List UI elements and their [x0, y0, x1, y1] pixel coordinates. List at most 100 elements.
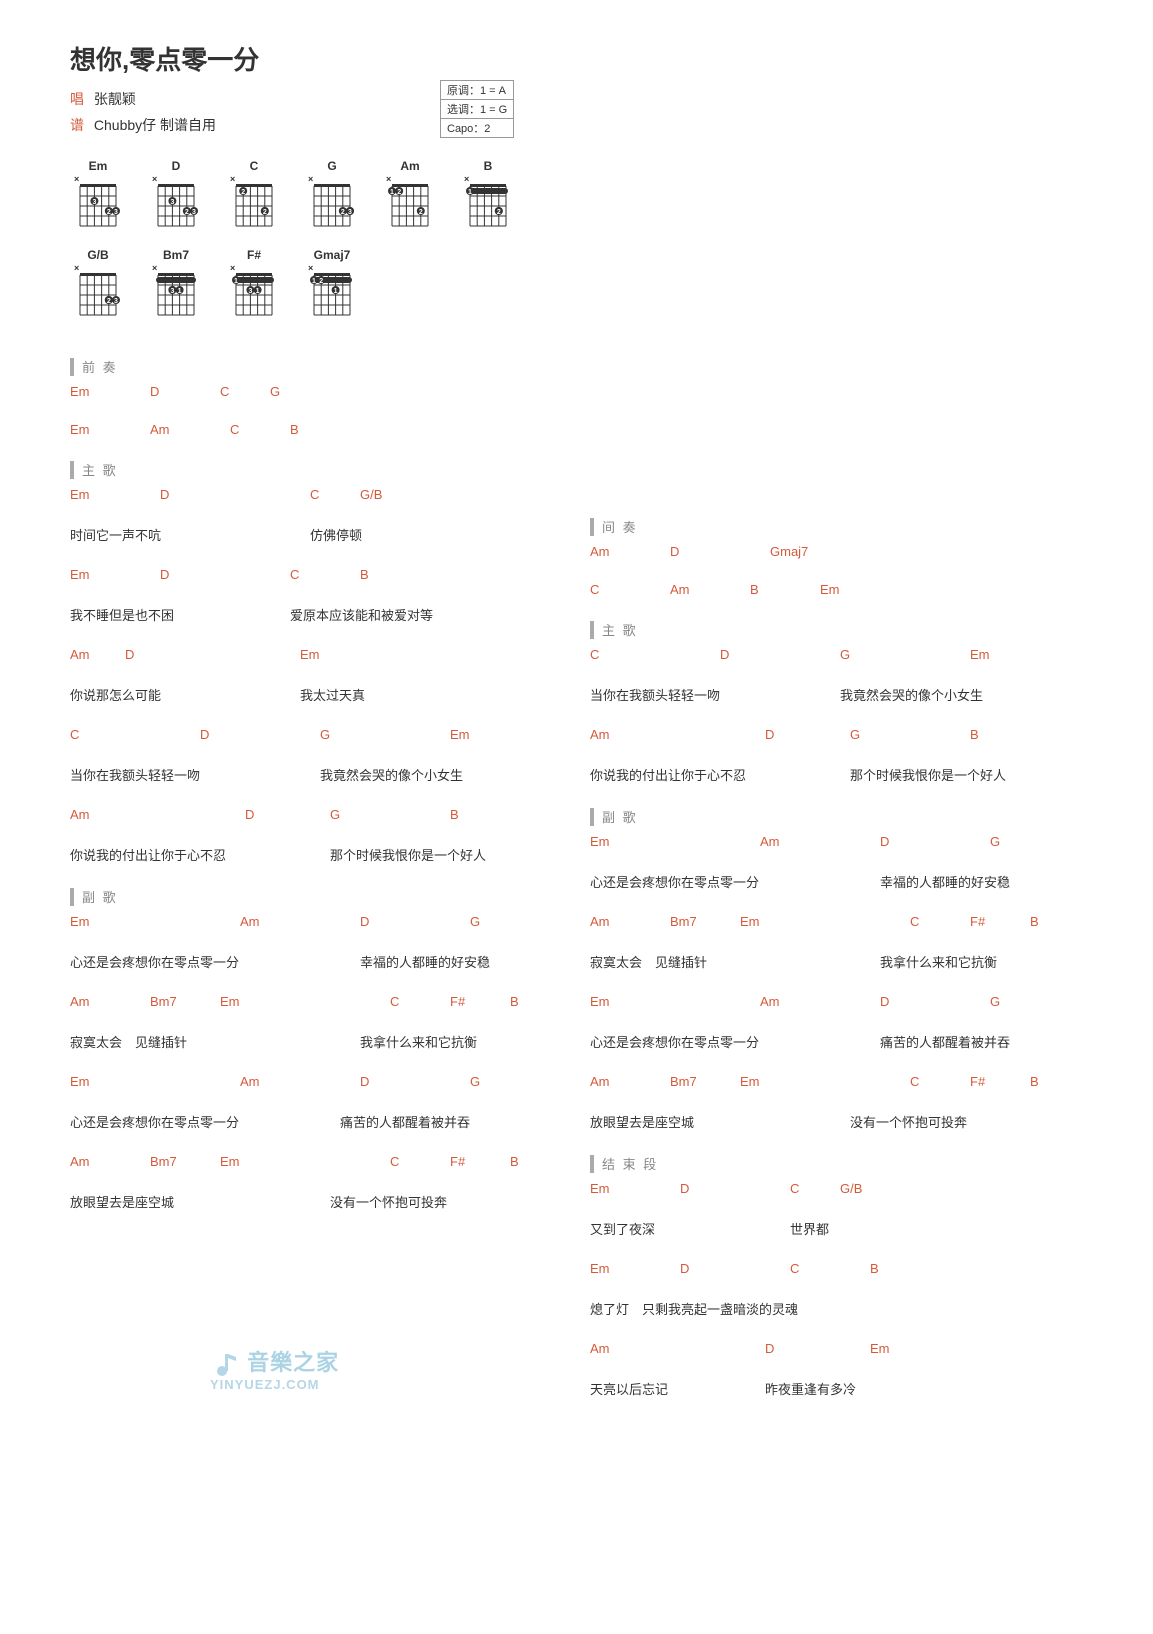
- svg-text:×: ×: [464, 176, 469, 184]
- chord: B: [510, 994, 519, 1009]
- chord: Em: [70, 422, 90, 437]
- lyric-line: 心还是会疼想你在零点零一分痛苦的人都醒着被并吞: [70, 1112, 540, 1132]
- section-header: 副 歌: [590, 807, 1060, 826]
- lyric-fragment: 幸福的人都睡的好安稳: [360, 952, 490, 971]
- section-label: 主 歌: [602, 620, 638, 639]
- chord: Am: [760, 994, 780, 1009]
- chord-line: CDGEm: [590, 647, 1060, 665]
- chord: C: [790, 1261, 799, 1276]
- chord-diagram-bm7: Bm7313×: [148, 248, 204, 323]
- chord: D: [680, 1261, 689, 1276]
- chord: D: [670, 544, 679, 559]
- section-header: 主 歌: [590, 620, 1060, 639]
- lyric-fragment: 时间它一声不吭: [70, 525, 161, 544]
- section-bar: [590, 808, 594, 826]
- svg-text:1: 1: [256, 288, 260, 295]
- lyric-line: 你说我的付出让你于心不忍那个时候我恨你是一个好人: [70, 845, 540, 865]
- meta-singer: 唱 张靓颖: [70, 89, 1083, 109]
- section-header: 结 束 段: [590, 1154, 1060, 1173]
- lyric-line: 熄了灯 只剩我亮起一盏暗淡的灵魂: [590, 1299, 1060, 1319]
- svg-text:1: 1: [468, 189, 472, 196]
- lyric-fragment: 我拿什么来和它抗衡: [880, 952, 997, 971]
- chord: Gmaj7: [770, 544, 808, 559]
- tab-author-value: Chubby仔 制谱自用: [94, 117, 216, 133]
- chord-diagram-am: Am122×: [382, 159, 438, 234]
- svg-text:1: 1: [312, 278, 316, 285]
- svg-text:3: 3: [170, 199, 174, 206]
- lyric-fragment: 昨夜重逢有多冷: [765, 1379, 856, 1398]
- chord-diagram-gb: G/B223×: [70, 248, 126, 323]
- key-box: 原调：1 = A 选调：1 = G Capo：2: [440, 80, 514, 138]
- chord: F#: [970, 914, 985, 929]
- svg-text:2: 2: [107, 209, 111, 216]
- chord: Em: [70, 1074, 90, 1089]
- chord: Em: [220, 1154, 240, 1169]
- lyric-fragment: 那个时候我恨你是一个好人: [330, 845, 486, 864]
- chord-line: EmDCG: [70, 384, 540, 402]
- lyric-line: 当你在我额头轻轻一吻我竟然会哭的像个小女生: [590, 685, 1060, 705]
- chord: D: [160, 487, 169, 502]
- section-header: 主 歌: [70, 460, 540, 479]
- lyric-fragment: 当你在我额头轻轻一吻: [70, 765, 200, 784]
- svg-text:2: 2: [397, 189, 401, 196]
- column-left: 前 奏EmDCGEmAmCB主 歌EmDCG/B时间它一声不吭仿佛停顿EmDCB…: [70, 339, 540, 1234]
- chord: B: [1030, 1074, 1039, 1089]
- svg-text:2: 2: [185, 209, 189, 216]
- chord: Am: [590, 1341, 610, 1356]
- chord: Bm7: [670, 914, 697, 929]
- lyric-fragment: 我竟然会哭的像个小女生: [320, 765, 463, 784]
- lyric-fragment: 当你在我额头轻轻一吻: [590, 685, 720, 704]
- chord: C: [390, 994, 399, 1009]
- chord: Bm7: [150, 994, 177, 1009]
- chord: Am: [670, 582, 690, 597]
- chord-line: AmDEm: [590, 1341, 1060, 1359]
- lyric-fragment: 心还是会疼想你在零点零一分: [70, 952, 239, 971]
- chord: Am: [70, 994, 90, 1009]
- lyric-line: 又到了夜深 世界都: [590, 1219, 1060, 1239]
- svg-text:2: 2: [263, 209, 267, 216]
- chord-line: EmDCG/B: [590, 1181, 1060, 1199]
- chord: D: [680, 1181, 689, 1196]
- lyric-fragment: 那个时候我恨你是一个好人: [850, 765, 1006, 784]
- chord: C: [790, 1181, 799, 1196]
- svg-text:×: ×: [74, 176, 79, 184]
- chord: B: [750, 582, 759, 597]
- svg-text:3: 3: [192, 209, 196, 216]
- lyric-fragment: 熄了灯 只剩我亮起一盏暗淡的灵魂: [590, 1299, 798, 1318]
- chord: Am: [240, 1074, 260, 1089]
- chord-line: EmAmDG: [70, 1074, 540, 1092]
- chord: D: [150, 384, 159, 399]
- section-label: 前 奏: [82, 357, 118, 376]
- chord-line: AmDEm: [70, 647, 540, 665]
- svg-text:1: 1: [390, 189, 394, 196]
- section-bar: [70, 358, 74, 376]
- lyric-fragment: 没有一个怀抱可投奔: [330, 1192, 447, 1211]
- section-label: 副 歌: [82, 887, 118, 906]
- svg-text:×: ×: [230, 265, 235, 273]
- svg-text:3: 3: [248, 288, 252, 295]
- chord-line: EmAmDG: [70, 914, 540, 932]
- svg-text:3: 3: [170, 288, 174, 295]
- chord: D: [160, 567, 169, 582]
- chord: Am: [70, 1154, 90, 1169]
- chord: Em: [970, 647, 990, 662]
- lyric-fragment: 寂寞太会 见缝插针: [590, 952, 707, 971]
- chord: Am: [70, 647, 90, 662]
- singer-label: 唱: [70, 91, 84, 107]
- key-selected: 选调：1 = G: [441, 100, 513, 119]
- lyric-fragment: 痛苦的人都醒着被并吞: [880, 1032, 1010, 1051]
- chord: B: [510, 1154, 519, 1169]
- lyric-line: 心还是会疼想你在零点零一分 幸福的人都睡的好安稳: [70, 952, 540, 972]
- lyric-fragment: 放眼望去是座空城: [70, 1192, 174, 1211]
- chord: Em: [740, 1074, 760, 1089]
- lyric-fragment: 又到了夜深: [590, 1219, 655, 1238]
- chord: B: [870, 1261, 879, 1276]
- chord: Am: [590, 914, 610, 929]
- chord: D: [880, 994, 889, 1009]
- lyric-line: 时间它一声不吭仿佛停顿: [70, 525, 540, 545]
- lyric-line: 我不睡但是也不困爱原本应该能和被爱对等: [70, 605, 540, 625]
- lyric-fragment: 世界都: [790, 1219, 829, 1238]
- chord-line: AmBm7EmCF#B: [590, 1074, 1060, 1092]
- chord: C: [590, 582, 599, 597]
- lyric-line: 放眼望去是座空城 没有一个怀抱可投奔: [70, 1192, 540, 1212]
